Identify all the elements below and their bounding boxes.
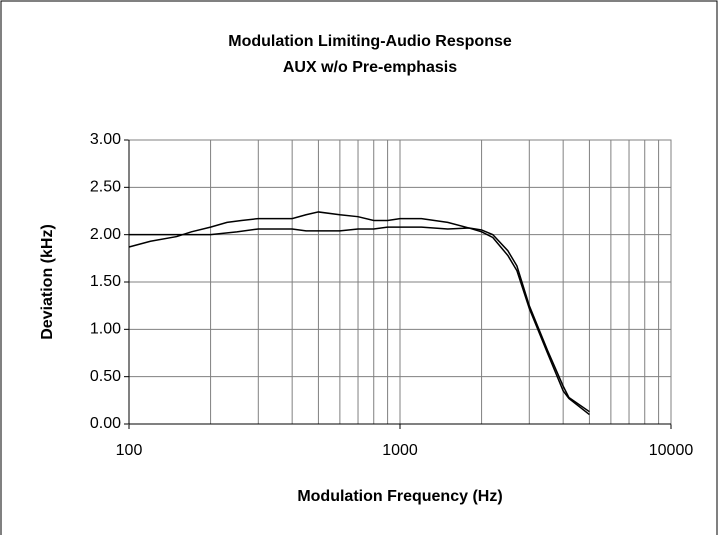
y-axis-label: Deviation (kHz) [39, 224, 56, 340]
chart-subtitle: AUX w/o Pre-emphasis [283, 59, 457, 76]
x-tick-label: 1000 [382, 442, 418, 459]
chart-title: Modulation Limiting-Audio Response [228, 33, 512, 50]
line-series [129, 226, 590, 413]
y-tick-label: 2.00 [90, 226, 121, 243]
x-tick-label: 10000 [649, 442, 694, 459]
y-tick-label: 1.50 [90, 273, 121, 290]
y-tick-label: 3.00 [90, 131, 121, 148]
x-tick-label: 100 [116, 442, 143, 459]
y-tick-label: 0.50 [90, 368, 121, 385]
line-series [128, 211, 590, 416]
y-tick-label: 1.00 [90, 321, 121, 338]
y-tick-label: 2.50 [90, 179, 121, 196]
x-axis-label: Modulation Frequency (Hz) [297, 488, 502, 505]
y-tick-label: 0.00 [90, 415, 121, 432]
